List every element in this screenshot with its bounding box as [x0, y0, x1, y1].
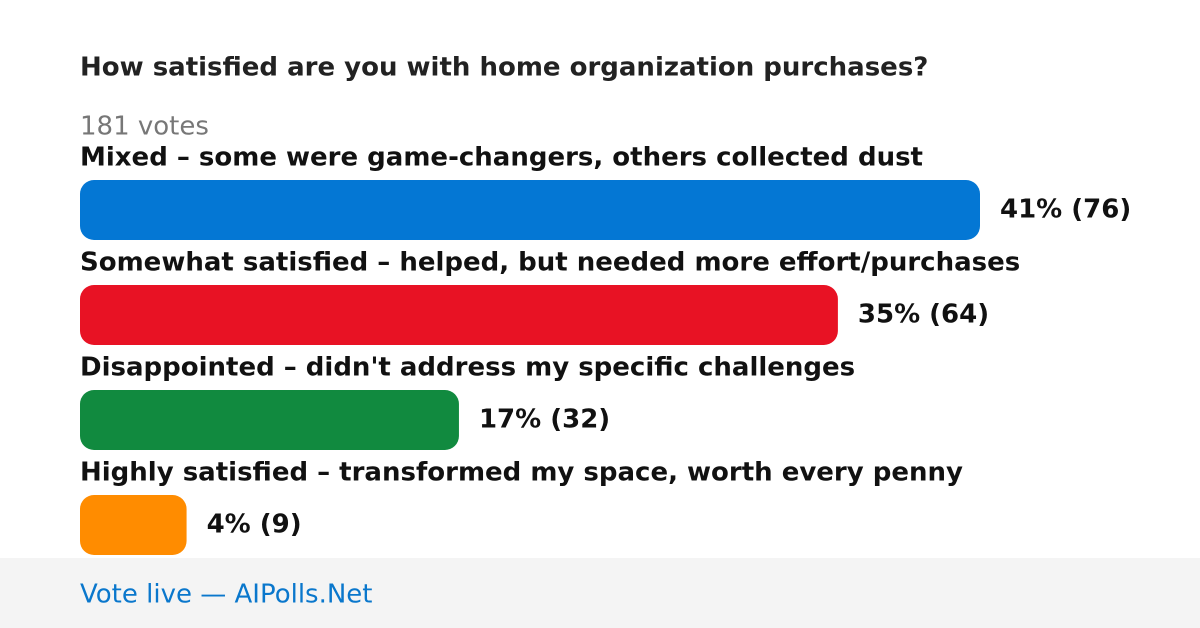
value-label: 35% (64) — [858, 300, 989, 330]
value-label: 41% (76) — [1000, 195, 1131, 225]
option-label: Somewhat satisfied – helped, but needed … — [80, 248, 1020, 278]
vote-count: 181 votes — [80, 112, 209, 142]
bar — [80, 285, 838, 345]
option-label: Disappointed – didn't address my specifi… — [80, 353, 855, 383]
chart-title: How satisfied are you with home organiza… — [80, 53, 928, 83]
value-label: 4% (9) — [207, 510, 302, 540]
bar — [80, 495, 187, 555]
option-label: Mixed – some were game-changers, others … — [80, 143, 923, 173]
bar — [80, 180, 980, 240]
footer-link[interactable]: Vote live — AIPolls.Net — [80, 580, 373, 610]
value-label: 17% (32) — [479, 405, 610, 435]
footer-band — [0, 558, 1200, 628]
option-label: Highly satisfied – transformed my space,… — [80, 458, 963, 488]
bar — [80, 390, 459, 450]
